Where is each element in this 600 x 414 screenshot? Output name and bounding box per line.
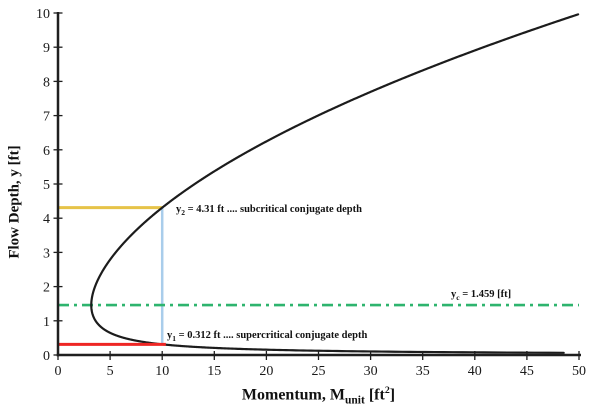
x-tick-label: 25 [312, 364, 326, 379]
y-axis-title: Flow Depth, y [ft] [6, 145, 23, 259]
annotation-yc-text: = 1.459 [ft] [459, 289, 512, 300]
y-tick-label: 8 [43, 75, 50, 90]
annotation-y2-symbol: y [176, 204, 182, 215]
annotation-y1-subscript: 1 [172, 334, 177, 344]
x-tick-label: 0 [55, 364, 62, 379]
x-tick-label: 35 [416, 364, 430, 379]
x-axis-title-mid: [ft [364, 386, 385, 404]
annotation-y2-text: = 4.31 ft .... subcritical conjugate dep… [185, 204, 362, 215]
annotation-subcritical-conjugate: y2 = 4.31 ft .... subcritical conjugate … [176, 203, 362, 218]
x-axis-title-prefix: Momentum, M [241, 386, 345, 404]
x-tick-label: 5 [107, 364, 114, 379]
x-axis-title-subscript: unit [344, 394, 365, 407]
x-tick-label: 20 [259, 364, 273, 379]
annotation-y2-subscript: 2 [181, 208, 186, 218]
x-tick-label: 45 [520, 364, 534, 379]
annotation-yc-subscript: c [456, 293, 460, 303]
annotation-yc-symbol: y [451, 289, 457, 300]
annotation-supercritical-conjugate: y1 = 0.312 ft .... supercritical conjuga… [167, 329, 367, 344]
y-tick-label: 4 [43, 212, 50, 227]
x-tick-label: 40 [468, 364, 482, 379]
y-tick-label: 9 [43, 41, 50, 56]
x-tick-label: 30 [364, 364, 378, 379]
x-axis-title-superscript: 2 [384, 385, 390, 396]
y-tick-label: 3 [43, 246, 50, 261]
y-tick-label: 7 [43, 110, 50, 125]
x-axis-title: Momentum, Munit [ft2] [58, 386, 579, 407]
x-tick-label: 10 [155, 364, 169, 379]
y-tick-label: 6 [43, 144, 50, 159]
y-tick-label: 2 [43, 281, 50, 296]
annotation-y1-text: = 0.312 ft .... supercritical conjugate … [176, 330, 368, 341]
x-tick-label: 50 [572, 364, 586, 379]
annotation-critical-depth: yc = 1.459 [ft] [451, 288, 511, 303]
y-tick-label: 0 [43, 349, 50, 364]
x-tick-label: 15 [207, 364, 221, 379]
y-tick-label: 5 [43, 178, 50, 193]
y-tick-label: 10 [36, 7, 50, 22]
annotation-y1-symbol: y [167, 330, 173, 341]
y-tick-label: 1 [43, 315, 50, 330]
momentum-curve [90, 13, 580, 354]
x-axis-title-end: ] [389, 386, 396, 404]
